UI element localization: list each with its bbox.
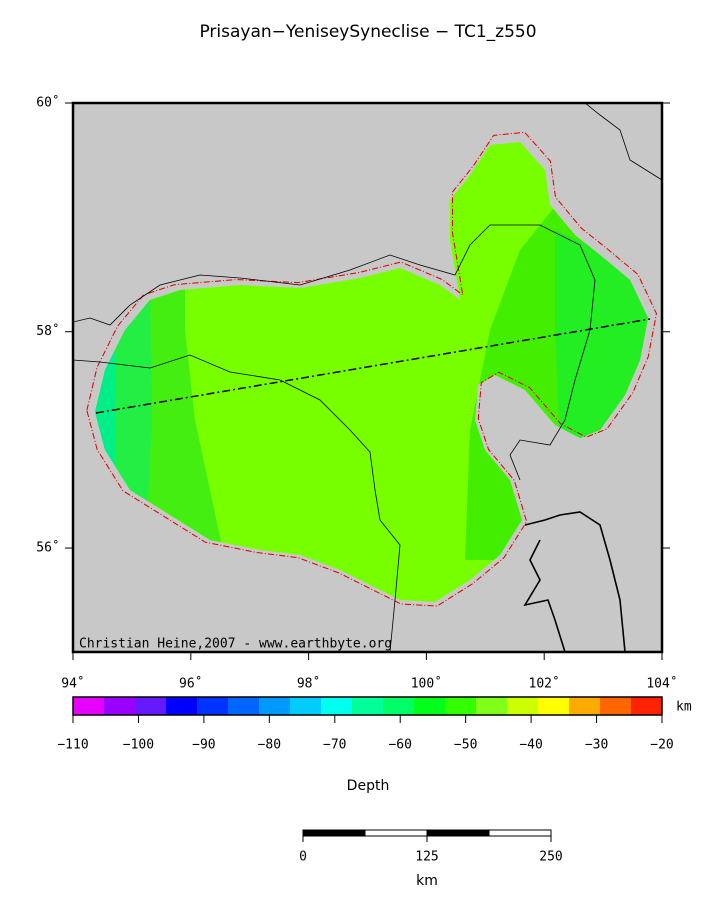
scale-segment xyxy=(364,829,428,837)
axes: 94˚ 96˚ 98˚ 100˚ 102˚ 104˚ 56˚ 58˚ 60˚ xyxy=(36,95,677,692)
colorbar-tick-label: −100 xyxy=(123,738,154,753)
colorbar-segment xyxy=(321,697,353,715)
colorbar: −110 −100 −90 −80 −70 −60 −50 −40 −30 −20 xyxy=(57,696,674,753)
scale-tick-label: 0 xyxy=(299,850,307,865)
lon-tick-label: 94˚ xyxy=(61,676,84,692)
colorbar-segment xyxy=(228,697,260,715)
title: Prisayan−YeniseySyneclise − TC1_z550 xyxy=(199,22,536,42)
colorbar-tick-label: −90 xyxy=(192,738,215,753)
scale-bar: 0 125 250 xyxy=(299,829,563,865)
scale-tick-label: 250 xyxy=(539,850,562,865)
colorbar-segment xyxy=(166,697,198,715)
lon-tick-label: 96˚ xyxy=(179,676,202,692)
colorbar-segment xyxy=(538,697,570,715)
colorbar-segment xyxy=(569,697,601,715)
scale-segment xyxy=(488,829,552,837)
colorbar-segment xyxy=(445,697,477,715)
lat-tick-label: 56˚ xyxy=(36,540,59,556)
colorbar-tick-label: −110 xyxy=(57,738,88,753)
lat-tick-label: 60˚ xyxy=(36,95,59,111)
colorbar-segment xyxy=(476,697,508,715)
colorbar-tick-label: −80 xyxy=(258,738,281,753)
profile-line xyxy=(95,318,651,414)
colorbar-segment xyxy=(73,697,105,715)
colorbar-tick-label: −40 xyxy=(519,738,542,753)
colorbar-segment xyxy=(259,697,291,715)
colorbar-tick-label: −30 xyxy=(585,738,608,753)
colorbar-tick-label: −70 xyxy=(323,738,346,753)
colorbar-label: Depth xyxy=(347,778,390,794)
credit: Christian Heine,2007 - www.earthbyte.org xyxy=(79,637,392,652)
colorbar-tick-label: −20 xyxy=(650,738,673,753)
colorbar-segment xyxy=(104,697,136,715)
lon-tick-label: 104˚ xyxy=(646,676,677,692)
lon-tick-label: 98˚ xyxy=(297,676,320,692)
map-frame xyxy=(71,101,664,654)
colorbar-segment xyxy=(290,697,322,715)
colorbar-segment xyxy=(414,697,446,715)
scale-segment xyxy=(302,829,366,837)
colorbar-segment xyxy=(135,697,167,715)
colorbar-segment xyxy=(631,697,663,715)
scale-unit: km xyxy=(416,873,438,889)
lon-tick-label: 102˚ xyxy=(529,676,560,692)
colorbar-tick-label: −50 xyxy=(454,738,477,753)
colorbar-unit: km xyxy=(676,700,692,715)
colorbar-tick-label: −60 xyxy=(388,738,411,753)
colorbar-segment xyxy=(383,697,415,715)
colorbar-segment xyxy=(507,697,539,715)
colorbar-segment xyxy=(352,697,384,715)
scale-tick-label: 125 xyxy=(415,850,438,865)
scale-segment xyxy=(426,829,490,837)
colorbar-segment xyxy=(197,697,229,715)
lat-tick-label: 58˚ xyxy=(36,323,59,339)
colorbar-frame xyxy=(72,696,663,716)
colorbar-segment xyxy=(600,697,632,715)
lon-tick-label: 100˚ xyxy=(411,676,442,692)
